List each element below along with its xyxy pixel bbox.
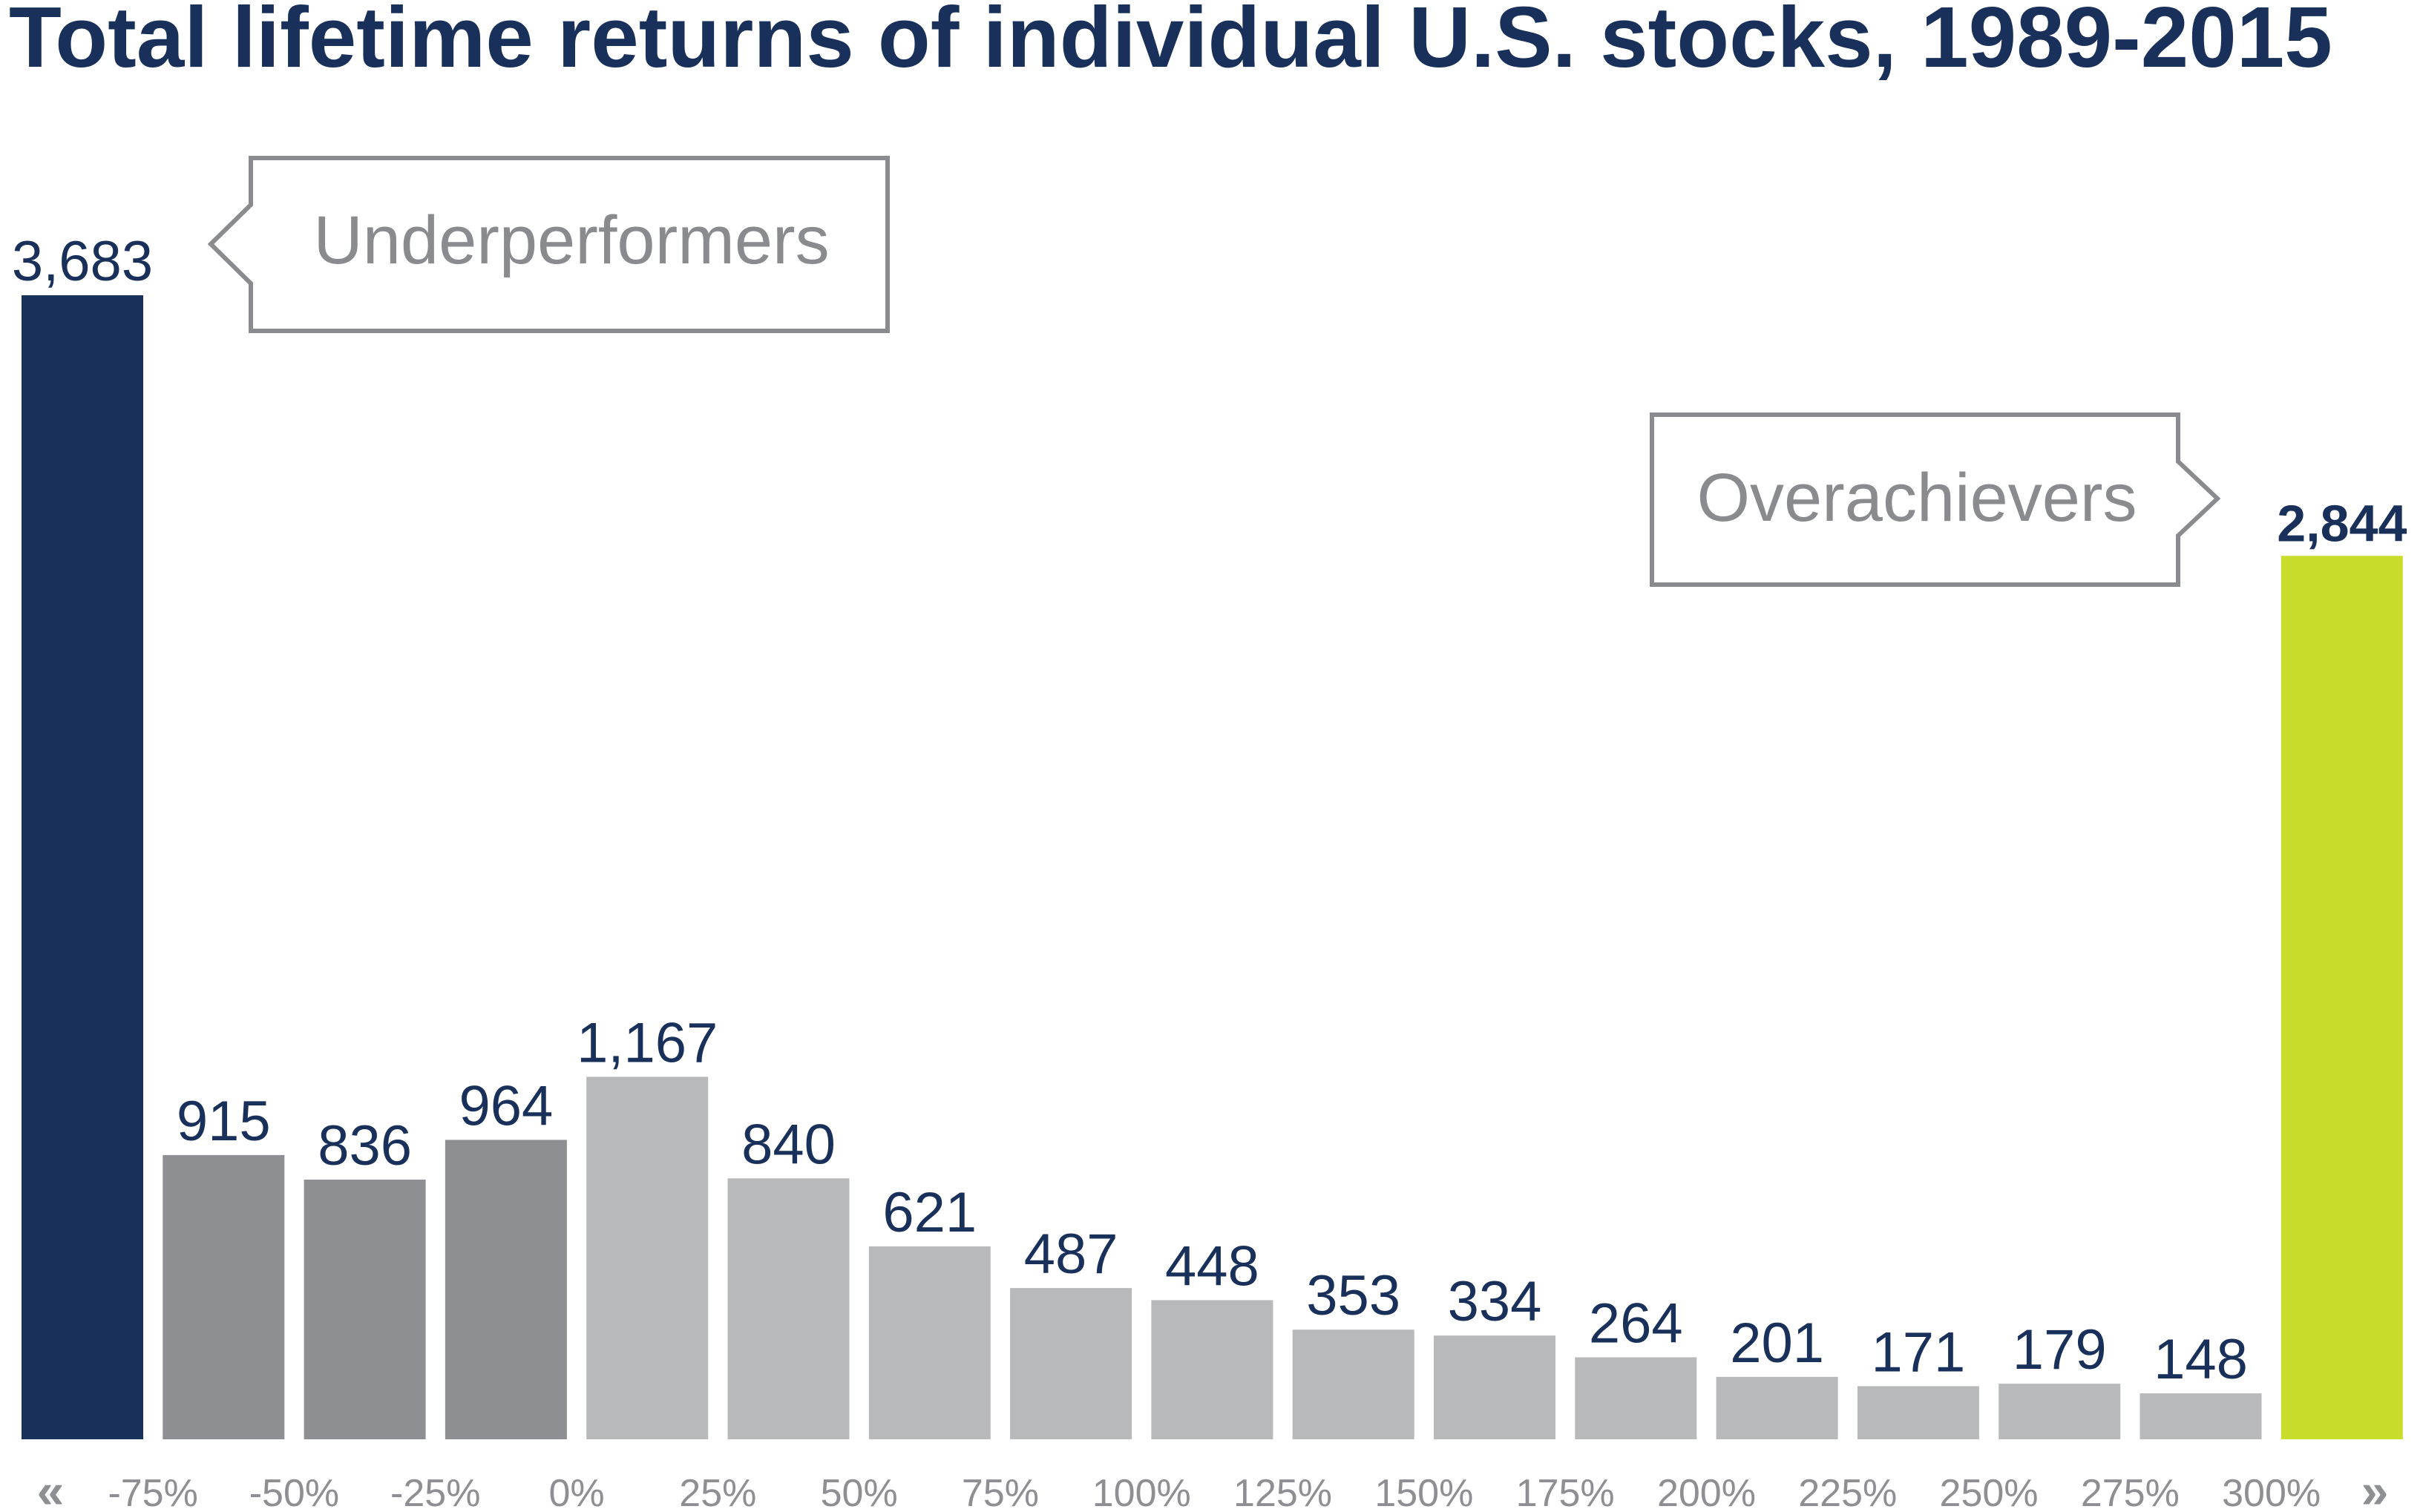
bar-6 [868, 1246, 991, 1439]
tick-label-7: 100% [1092, 1472, 1191, 1512]
tick-label-0: -75% [108, 1472, 197, 1512]
underperformers-callout-box [207, 156, 890, 333]
overachievers-callout-box [1650, 412, 2221, 587]
bar-16 [2281, 556, 2403, 1439]
value-label-2: 836 [318, 1114, 412, 1177]
bar-9 [1292, 1329, 1414, 1439]
value-label-13: 171 [1871, 1321, 1965, 1384]
value-label-15: 148 [2154, 1328, 2248, 1391]
callouts: Underperformers Overachievers [207, 156, 2221, 587]
right-arrow-icon: » [2361, 1463, 2389, 1512]
value-label-9: 353 [1306, 1264, 1400, 1327]
overachievers-callout-label: Overachievers [1696, 460, 2137, 536]
value-labels: 3,683 915 836 964 1,167 840 621 487 448 353 334 264… [12, 230, 2407, 1391]
tick-label-15: 300% [2222, 1472, 2321, 1512]
tick-label-5: 50% [821, 1472, 898, 1512]
underperformers-callout-label: Underperformers [313, 203, 829, 278]
bars [22, 295, 2403, 1439]
value-label-3: 964 [459, 1074, 553, 1137]
value-label-12: 201 [1730, 1312, 1824, 1375]
bar-4 [586, 1077, 709, 1439]
value-label-5: 840 [741, 1113, 836, 1176]
tick-label-9: 150% [1374, 1472, 1473, 1512]
tick-label-8: 125% [1233, 1472, 1332, 1512]
tick-label-12: 225% [1798, 1472, 1897, 1512]
bar-0 [22, 295, 143, 1439]
tick-label-6: 75% [962, 1472, 1039, 1512]
value-label-16: 2,844 [2277, 494, 2407, 552]
tick-label-3: 0% [548, 1472, 604, 1512]
bar-10 [1434, 1335, 1555, 1439]
x-axis-ticks: -75% -50% -25% 0% 25% 50% 75% 100% 125% 150% 175% 2… [37, 1463, 2389, 1512]
bar-8 [1151, 1300, 1273, 1439]
tick-label-4: 25% [679, 1472, 756, 1512]
value-label-6: 621 [882, 1181, 977, 1244]
value-label-14: 179 [2013, 1318, 2107, 1381]
value-label-7: 487 [1024, 1223, 1118, 1286]
value-label-11: 264 [1589, 1292, 1683, 1355]
value-label-0: 3,683 [12, 230, 153, 293]
bar-11 [1575, 1357, 1697, 1439]
bar-13 [1857, 1386, 1979, 1439]
bar-15 [2140, 1393, 2262, 1439]
tick-label-11: 200% [1657, 1472, 1756, 1512]
bar-1 [163, 1154, 285, 1439]
tick-label-10: 175% [1516, 1472, 1615, 1512]
value-label-10: 334 [1448, 1270, 1542, 1333]
tick-label-1: -50% [249, 1472, 339, 1512]
bar-12 [1716, 1376, 1838, 1439]
value-label-8: 448 [1165, 1235, 1259, 1298]
value-label-1: 915 [177, 1090, 271, 1153]
bar-5 [727, 1178, 850, 1439]
value-label-4: 1,167 [577, 1011, 718, 1074]
tick-label-2: -25% [390, 1472, 480, 1512]
bar-14 [1999, 1384, 2121, 1439]
left-arrow-icon: « [37, 1463, 65, 1512]
tick-label-13: 250% [1940, 1472, 2039, 1512]
bar-7 [1010, 1288, 1132, 1439]
chart-title: Total lifetime returns of individual U.S… [9, 0, 2332, 85]
bar-2 [304, 1179, 426, 1439]
tick-label-14: 275% [2081, 1472, 2180, 1512]
bar-3 [445, 1140, 567, 1439]
